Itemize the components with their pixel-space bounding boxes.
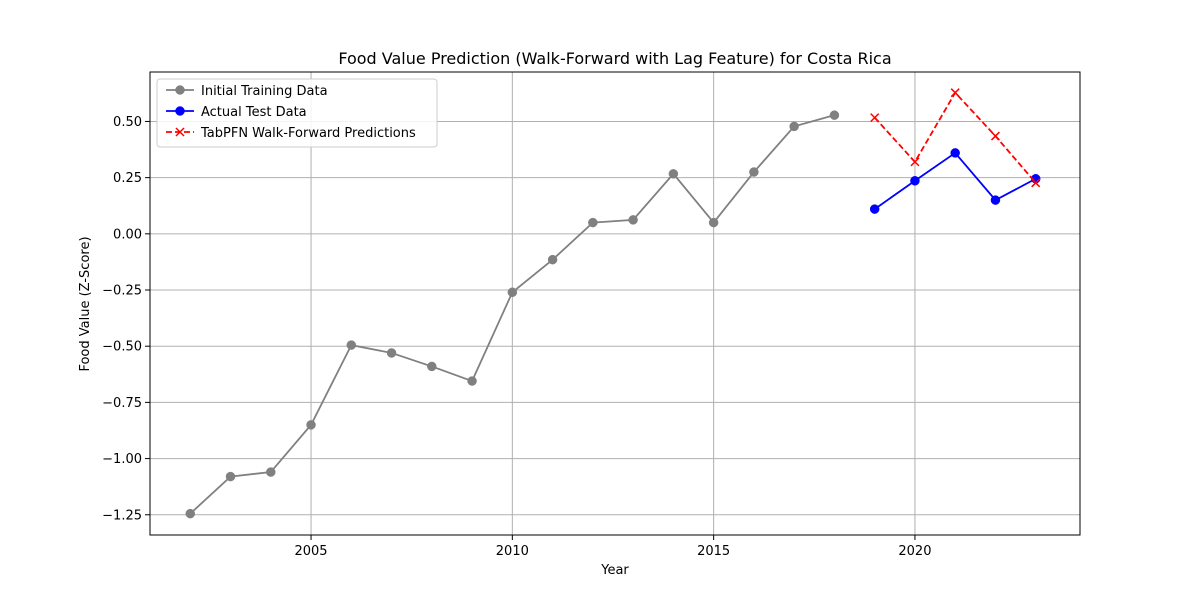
data-point: [870, 113, 880, 123]
legend: Initial Training Data Actual Test Data Tab…: [156, 78, 438, 148]
legend-item: Initial Training Data: [166, 84, 328, 99]
data-point: [225, 471, 236, 482]
series-2: [869, 148, 1041, 214]
legend-item: Actual Test Data: [166, 105, 307, 120]
data-point: [346, 340, 357, 350]
y-tick-label: −1.25: [102, 508, 142, 523]
data-point: [588, 217, 598, 228]
data-point: [1031, 178, 1041, 188]
data-point: [990, 195, 1001, 205]
x-tick-label: 2015: [697, 544, 730, 559]
x-tick-label: 2010: [496, 544, 529, 559]
data-point: [668, 169, 679, 179]
y-tick-label: 0.25: [113, 171, 142, 186]
y-tick-label: 0.00: [113, 227, 142, 242]
data-point: [507, 287, 518, 298]
data-point: [829, 110, 840, 120]
data-point: [386, 348, 397, 358]
data-point: [547, 254, 558, 265]
data-point: [950, 148, 960, 158]
legend-marker: [175, 127, 185, 137]
data-point: [708, 217, 719, 228]
series-3: [870, 88, 1041, 188]
y-tick-label: 0.50: [113, 115, 142, 130]
data-point: [910, 157, 920, 167]
legend-label: Actual Test Data: [201, 105, 307, 120]
data-point: [869, 204, 880, 214]
data-point: [789, 121, 799, 132]
x-tick-label: 2020: [898, 544, 931, 559]
data-point: [427, 361, 437, 372]
data-point: [910, 176, 920, 186]
x-tick-label: 2005: [294, 544, 327, 559]
grid: [150, 72, 1080, 535]
data-point: [628, 215, 638, 225]
legend-label: TabPFN Walk-Forward Predictions: [200, 126, 416, 141]
data-point: [990, 131, 1000, 141]
chart-title: Food Value Prediction (Walk-Forward with…: [338, 49, 891, 68]
data-point: [306, 420, 316, 430]
y-tick-label: −0.50: [102, 340, 142, 355]
legend-marker: [175, 106, 185, 116]
y-tick-label: −1.00: [102, 452, 142, 467]
y-tick-label: −0.75: [102, 396, 142, 411]
series-1: [185, 110, 840, 519]
data-point: [185, 508, 196, 519]
data-point: [467, 376, 477, 386]
x-axis-label: Year: [600, 563, 629, 578]
series-layer: [185, 88, 1041, 519]
y-tick-label: −0.25: [102, 284, 142, 299]
data-point: [266, 467, 276, 477]
ticks: 2005 2010 2015 2020 0.50 0.25 0.00 −0.25 −0.50 −0…: [102, 115, 931, 559]
plot-frame: [149, 71, 1081, 536]
y-axis-label: Food Value (Z-Score): [78, 236, 93, 371]
legend-box: [156, 78, 438, 148]
legend-label: Initial Training Data: [201, 84, 328, 99]
legend-marker: [175, 85, 185, 95]
data-point: [749, 167, 759, 177]
legend-item: TabPFN Walk-Forward Predictions: [166, 126, 416, 141]
data-point: [950, 88, 960, 98]
